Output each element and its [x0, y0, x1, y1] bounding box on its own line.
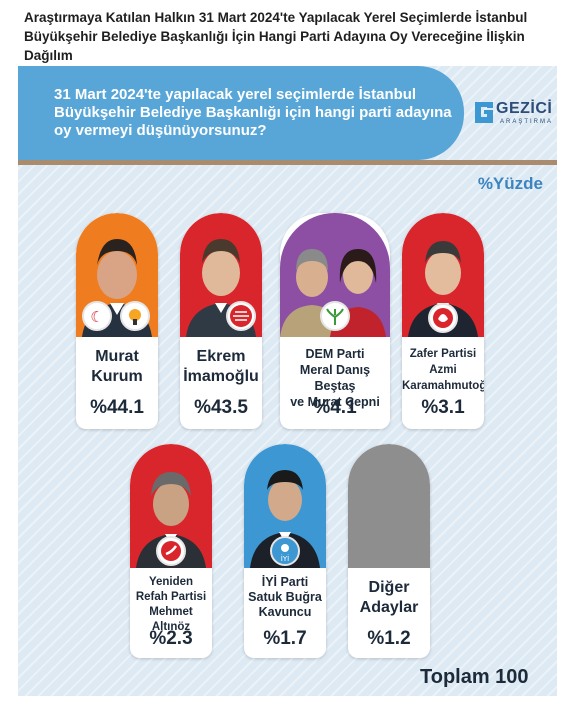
unit-label: %Yüzde	[477, 174, 543, 193]
iyi-logo-icon: İYİ	[270, 536, 300, 566]
total-label: Toplam 100	[420, 666, 529, 688]
name-line: Murat	[95, 348, 139, 365]
card-color-top	[280, 213, 390, 337]
candidate-name: Ekrem İmamoğlu	[180, 347, 262, 387]
name-line: Azmi	[429, 364, 457, 376]
name-line: İmamoğlu	[183, 368, 259, 385]
card-color-top	[180, 213, 262, 337]
akp-logo-icon	[120, 301, 150, 331]
logo-icon	[475, 102, 493, 123]
svg-text:İYİ: İYİ	[281, 554, 289, 563]
candidate-name: İYİ Parti Satuk Buğra Kavuncu	[244, 575, 326, 620]
card-color-top	[402, 213, 484, 337]
question-box: 31 Mart 2024'te yapılacak yerel seçimler…	[18, 66, 464, 160]
logo-subtitle: ARAŞTIRMA	[500, 119, 554, 125]
candidate-card-zafer-partisi: Zafer Partisi Azmi Karamahmutoğlu %3.1	[402, 213, 484, 429]
name-line: İYİ Parti	[261, 575, 309, 589]
chp-logo-icon	[226, 301, 256, 331]
name-line: Refah Partisi	[135, 591, 207, 603]
name-line: Kurum	[91, 368, 143, 385]
value-label: %43.5	[194, 397, 248, 418]
divider	[18, 160, 557, 165]
brand-logo: GEZİCİ ARAŞTIRMA	[473, 98, 555, 130]
candidate-name: Diğer Adaylar	[348, 578, 430, 618]
chart-panel: 31 Mart 2024'te yapılacak yerel seçimler…	[18, 66, 557, 696]
mhp-logo-icon: ☾	[82, 301, 112, 331]
name-line: Karamahmutoğlu	[402, 380, 484, 392]
value-label: %1.2	[367, 628, 411, 649]
name-line: Adaylar	[359, 599, 419, 616]
svg-text:☾: ☾	[90, 308, 103, 326]
candidate-name: DEM Parti Meral Danış Beştaş ve Murat Çe…	[280, 346, 390, 410]
name-line: DEM Parti	[305, 347, 365, 361]
card-color-top: ☾	[76, 213, 158, 337]
name-line: Mehmet Altınöz	[149, 606, 193, 633]
page-title: Araştırmaya Katılan Halkın 31 Mart 2024'…	[24, 10, 528, 63]
zafer-logo-icon	[428, 303, 458, 333]
name-line: Ekrem	[196, 348, 246, 365]
name-line: Zafer Partisi	[409, 348, 477, 360]
card-color-top: İYİ	[244, 444, 326, 568]
value-label: %4.1	[313, 397, 357, 418]
name-line: Kavuncu	[258, 605, 312, 619]
candidate-card-dem-parti: DEM Parti Meral Danış Beştaş ve Murat Çe…	[280, 213, 390, 429]
card-color-top	[130, 444, 212, 568]
yrp-logo-icon	[156, 536, 186, 566]
value-label: %3.1	[421, 397, 465, 418]
candidate-name: Zafer Partisi Azmi Karamahmutoğlu	[402, 346, 484, 394]
dem-logo-icon	[320, 301, 350, 331]
candidate-card-iyi-parti: İYİ İYİ Parti Satuk Buğra Kavuncu %1.7	[244, 444, 326, 658]
value-label: %2.3	[149, 628, 193, 649]
name-line: Satuk Buğra	[248, 590, 322, 604]
value-label: %1.7	[263, 628, 307, 649]
logo-name: GEZİCİ	[496, 100, 553, 117]
candidate-card-diger: Diğer Adaylar %1.2	[348, 444, 430, 658]
name-line: Yeniden	[148, 576, 194, 588]
name-line: Diğer	[368, 579, 410, 596]
candidate-name: Yeniden Refah Partisi Mehmet Altınöz	[130, 575, 212, 635]
other-placeholder	[348, 444, 430, 568]
candidate-card-ekrem-imamoglu: Ekrem İmamoğlu %43.5	[180, 213, 262, 429]
name-line: Meral Danış Beştaş	[299, 363, 371, 393]
name-line: ve Murat Çepni	[290, 395, 380, 409]
card-color-top	[348, 444, 430, 568]
candidate-name: Murat Kurum	[76, 347, 158, 387]
value-label: %44.1	[90, 397, 144, 418]
candidate-card-murat-kurum: ☾ Murat Kurum %44.1	[76, 213, 158, 429]
candidate-card-yeniden-refah: Yeniden Refah Partisi Mehmet Altınöz %2.…	[130, 444, 212, 658]
